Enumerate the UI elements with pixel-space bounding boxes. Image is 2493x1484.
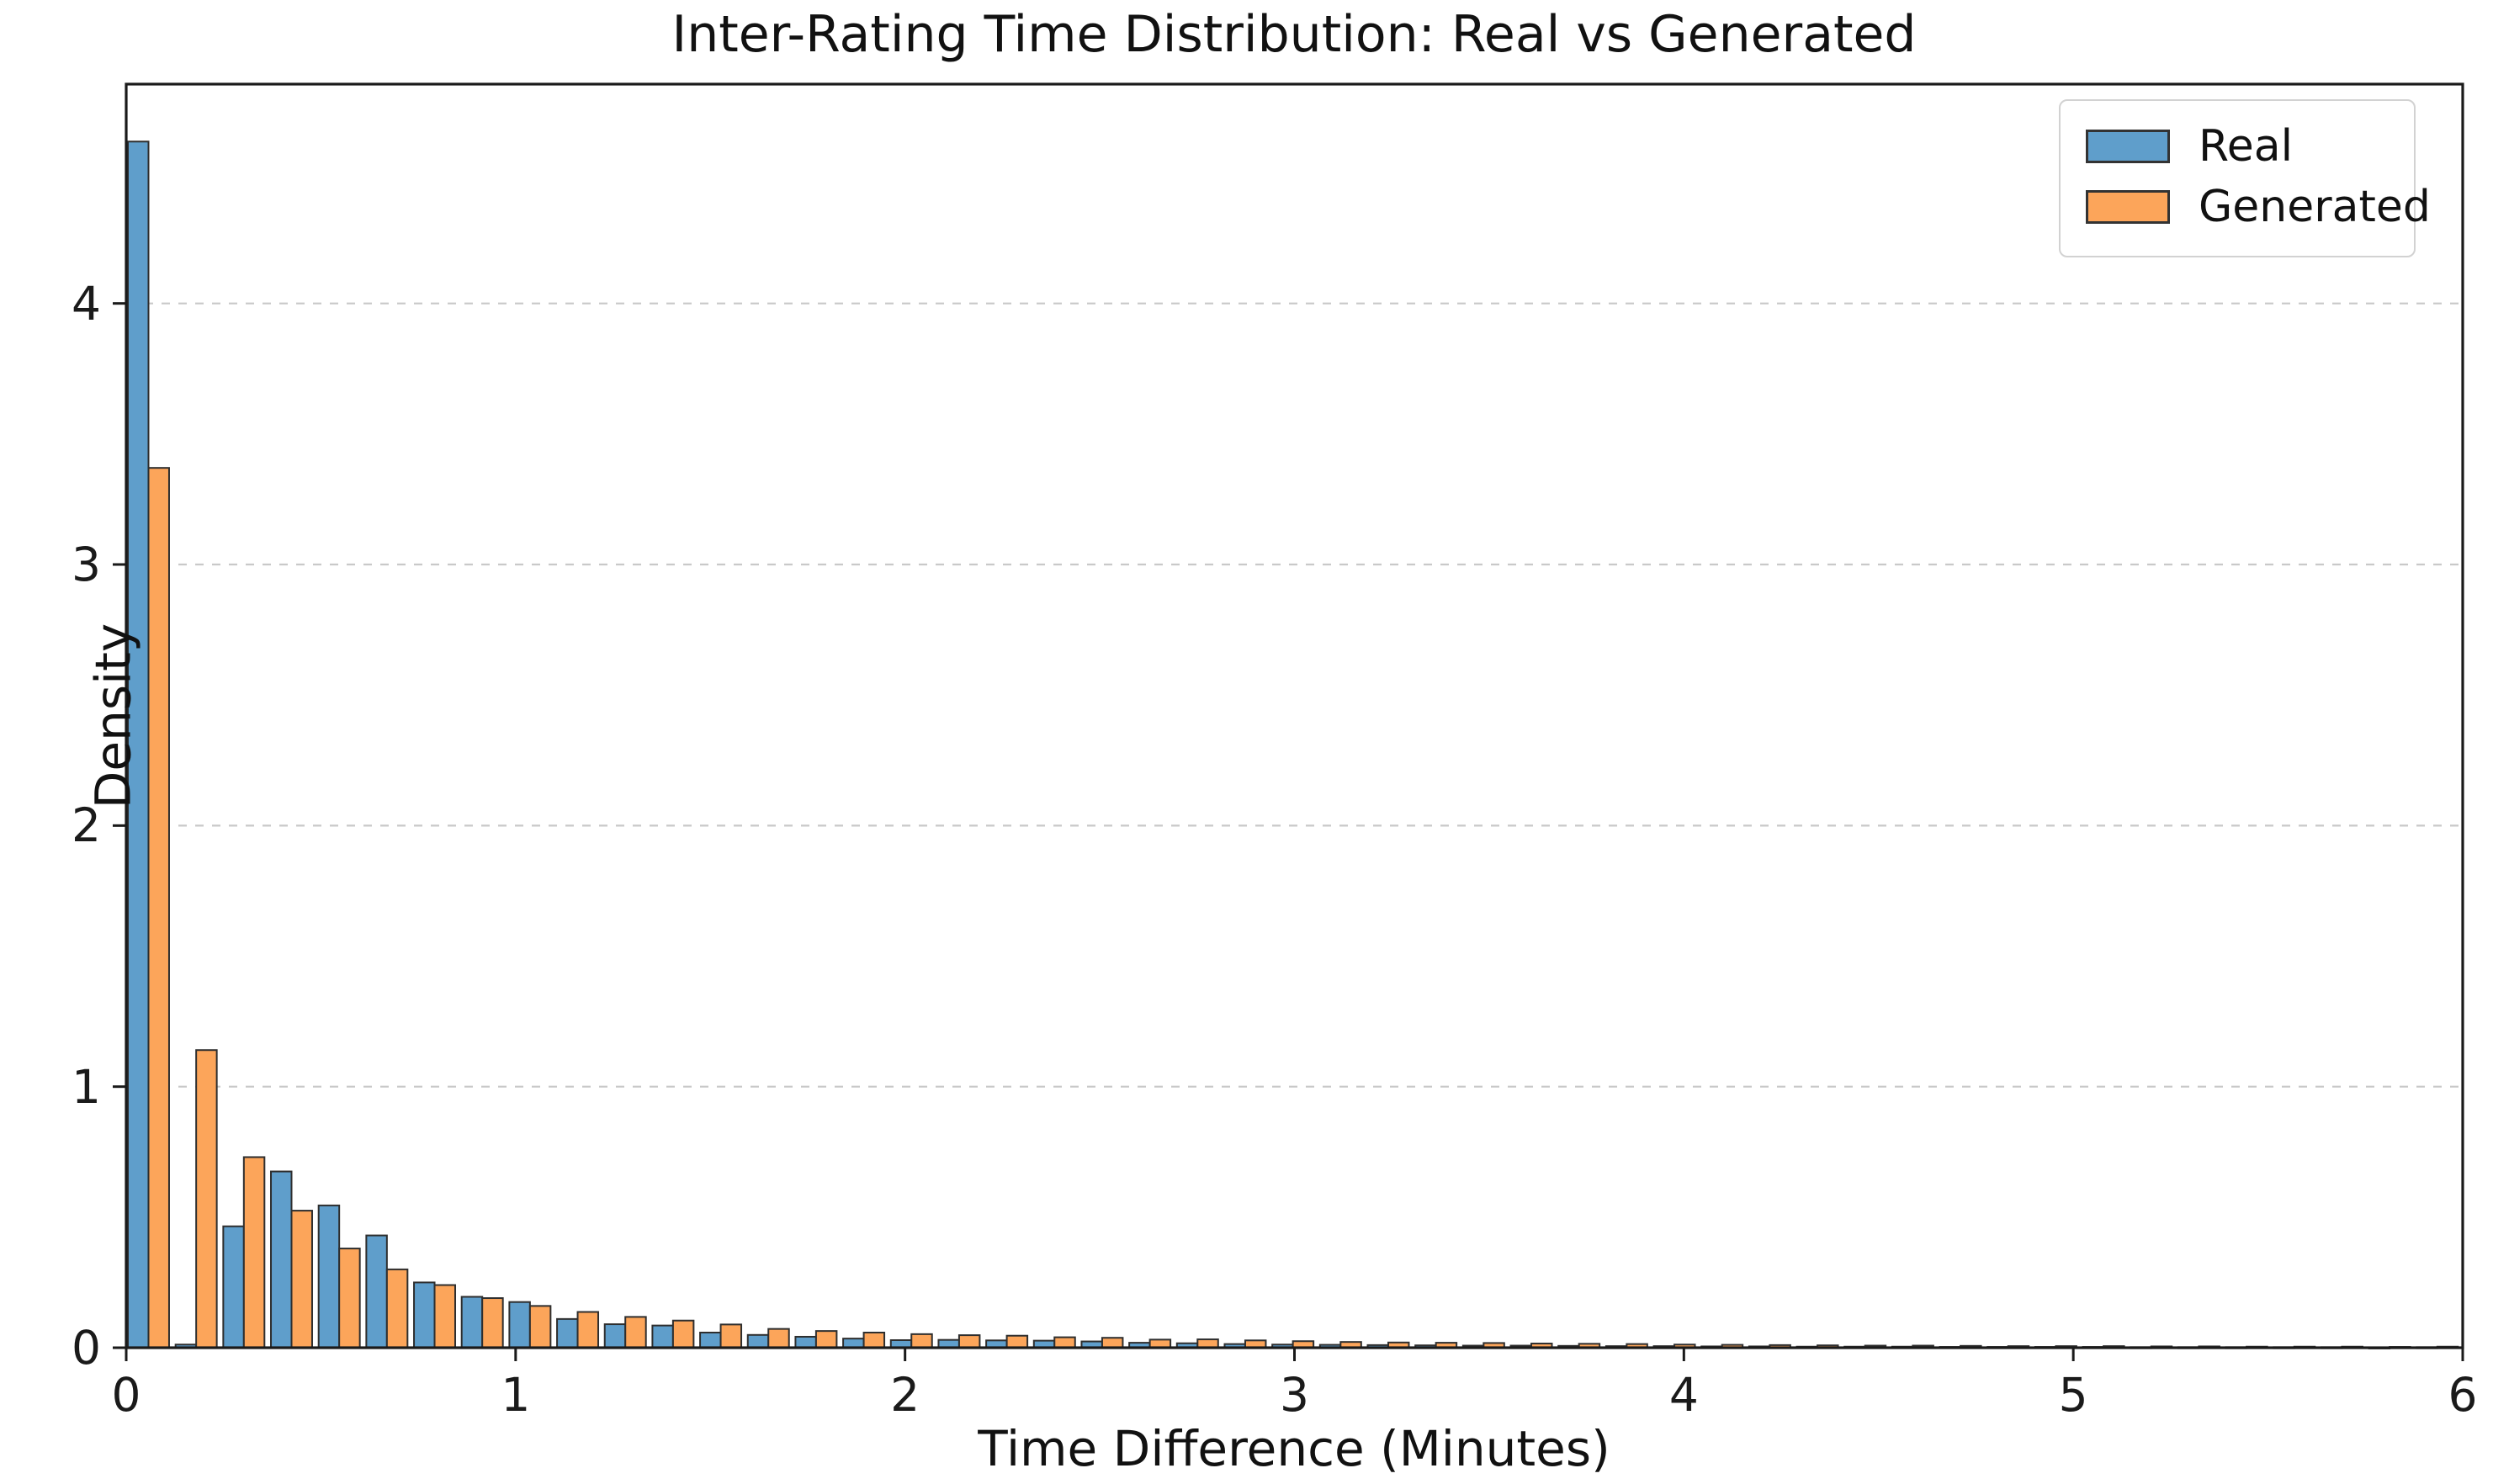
bar-generated-9 (576, 1311, 600, 1349)
bar-real-10 (603, 1323, 627, 1349)
bar-generated-15 (862, 1332, 886, 1349)
chart-title: Inter-Rating Time Distribution: Real vs … (671, 5, 1917, 64)
y-tick-label-1: 1 (72, 1059, 101, 1114)
x-tick-label-3: 3 (1280, 1368, 1309, 1422)
bar-generated-6 (433, 1284, 457, 1349)
x-tick-label-5: 5 (2058, 1368, 2088, 1422)
y-tick-label-3: 3 (72, 538, 101, 591)
bar-real-8 (508, 1301, 531, 1349)
bar-real-15 (842, 1338, 865, 1349)
bar-generated-14 (814, 1330, 838, 1349)
bar-generated-2 (242, 1156, 266, 1349)
legend-item-real: Real (2061, 116, 2414, 177)
x-tick-label-2: 2 (890, 1368, 920, 1422)
bar-generated-13 (767, 1328, 790, 1349)
bar-real-3 (270, 1170, 293, 1349)
bar-generated-5 (385, 1268, 409, 1349)
legend: Real Generated (2059, 99, 2431, 257)
bar-generated-1 (195, 1049, 218, 1349)
legend-swatch-real (2086, 130, 2170, 163)
bar-generated-19 (1053, 1336, 1076, 1349)
bar-real-11 (651, 1324, 674, 1349)
y-tick-label-2: 2 (72, 798, 101, 853)
x-tick-label-1: 1 (501, 1368, 531, 1422)
bar-generated-16 (910, 1333, 933, 1349)
bar-generated-0 (147, 467, 170, 1349)
bar-real-2 (222, 1225, 245, 1349)
bar-real-5 (365, 1234, 388, 1349)
y-axis-label: Density (84, 623, 142, 809)
bar-generated-20 (1101, 1337, 1124, 1349)
bar-real-12 (699, 1332, 722, 1349)
y-tick-label-0: 0 (72, 1321, 101, 1375)
bar-generated-8 (528, 1305, 552, 1349)
bar-real-4 (317, 1204, 341, 1349)
bar-generated-12 (719, 1323, 743, 1349)
legend-item-generated: Generated (2061, 177, 2431, 237)
axes-spines (125, 82, 2464, 1349)
legend-label-real: Real (2199, 121, 2294, 172)
y-tick-label-4: 4 (72, 276, 101, 331)
bar-generated-7 (481, 1297, 504, 1349)
x-axis-label: Time Difference (Minutes) (978, 1420, 1610, 1477)
x-tick-label-6: 6 (2448, 1368, 2478, 1422)
bar-generated-10 (624, 1316, 647, 1349)
x-tick-label-4: 4 (1668, 1368, 1699, 1422)
legend-swatch-generated (2086, 190, 2170, 224)
bar-real-7 (460, 1296, 484, 1349)
x-tick-label-0: 0 (111, 1368, 141, 1422)
bar-real-9 (556, 1317, 579, 1349)
legend-label-generated: Generated (2199, 182, 2431, 232)
bar-generated-18 (1005, 1334, 1029, 1349)
bar-real-6 (413, 1281, 436, 1349)
bar-generated-11 (671, 1319, 695, 1349)
bar-generated-4 (338, 1248, 361, 1349)
bar-generated-17 (957, 1334, 981, 1349)
bar-real-13 (746, 1333, 770, 1349)
bar-real-14 (794, 1335, 817, 1349)
bar-generated-3 (290, 1210, 313, 1349)
